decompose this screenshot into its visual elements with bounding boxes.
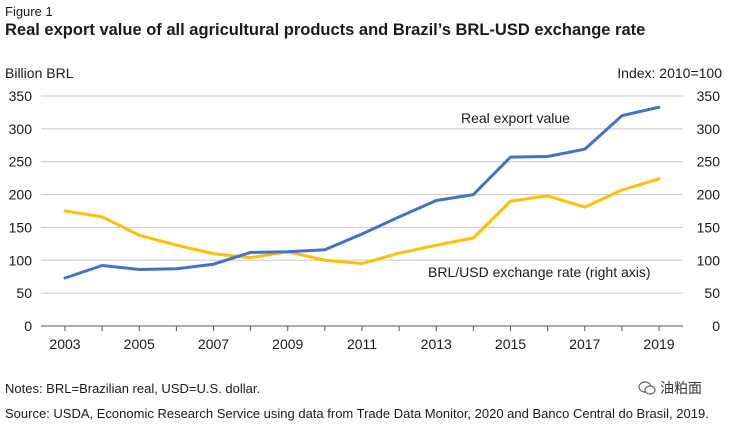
y-tick-label-right: 50	[704, 285, 720, 301]
y-tick-label-left: 100	[9, 252, 33, 268]
line-chart: 0 0 50 50 100 100 150 150 200 200 250 250 300 300 350 3…	[5, 65, 722, 352]
figure-label: Figure 1	[5, 4, 53, 19]
y-tick-label-left: 50	[16, 285, 32, 301]
y-tick-label-right: 200	[697, 187, 721, 203]
x-tick-label: 2011	[347, 336, 377, 352]
x-tick-label: 2019	[643, 336, 674, 352]
y-tick-label-left: 150	[9, 219, 33, 235]
y-tick-label-right: 350	[697, 88, 721, 104]
series-line-exchange-rate	[63, 177, 661, 266]
x-tick-label: 2003	[49, 336, 80, 352]
y-tick-label-right: 0	[712, 318, 720, 334]
series-label-exchange-rate: BRL/USD exchange rate (right axis)	[428, 264, 651, 280]
right-axis-label: Index: 2010=100	[617, 65, 722, 81]
chat-bubble-icon	[638, 381, 656, 395]
y-tick-label-right: 250	[697, 154, 721, 170]
series-line-real-export-value	[63, 105, 661, 280]
y-tick-label-left: 200	[9, 187, 33, 203]
chart-labels: Billion BRL Index: 2010=100 Real export va…	[5, 65, 722, 280]
x-tick-label: 2005	[124, 336, 155, 352]
chart-notes: Notes: BRL=Brazilian real, USD=U.S. doll…	[5, 381, 261, 396]
x-tick-label: 2007	[198, 336, 229, 352]
chart-source: Source: USDA, Economic Research Service …	[5, 406, 709, 421]
y-tick-label-right: 300	[697, 121, 721, 137]
y-tick-label-left: 300	[9, 121, 33, 137]
watermark: 油粕面	[638, 378, 702, 398]
left-axis-label: Billion BRL	[5, 65, 74, 81]
series-lines	[63, 105, 661, 280]
chart-title: Real export value of all agricultural pr…	[5, 21, 646, 39]
series-label-real-export-value: Real export value	[461, 110, 570, 126]
y-tick-label-left: 0	[24, 318, 32, 334]
axes: 0 0 50 50 100 100 150 150 200 200 250 250 300 300 350 3…	[9, 88, 721, 352]
y-tick-label-right: 100	[697, 252, 721, 268]
gridlines	[41, 95, 683, 294]
y-tick-label-right: 150	[697, 219, 721, 235]
x-tick-label: 2015	[495, 336, 526, 352]
x-tick-label: 2017	[569, 336, 600, 352]
x-tick-label: 2013	[421, 336, 452, 352]
y-tick-label-left: 350	[9, 88, 33, 104]
x-tick-label: 2009	[272, 336, 303, 352]
watermark-text: 油粕面	[660, 380, 702, 396]
y-tick-label-left: 250	[9, 154, 33, 170]
